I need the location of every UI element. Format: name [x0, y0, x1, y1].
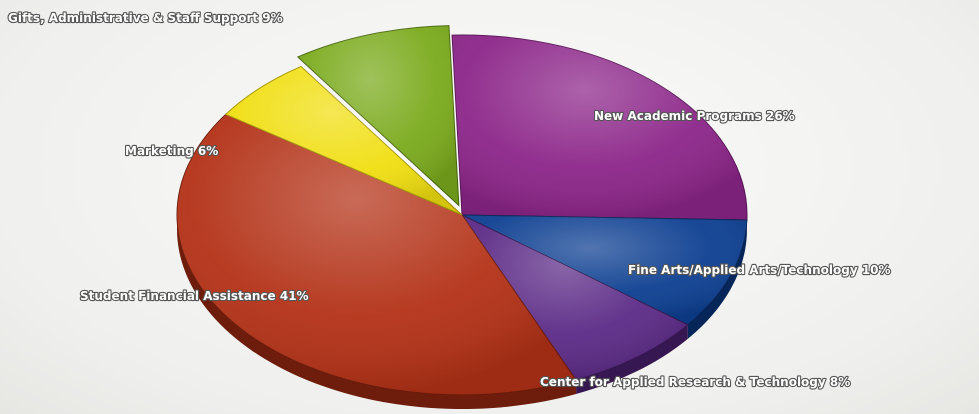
pie-slice-label-1: New Academic Programs 26% — [594, 109, 795, 123]
pie-slice-shine-5 — [225, 66, 462, 215]
pie-slice-label-5: Marketing 6% — [125, 144, 218, 158]
pie-slice-side-3 — [576, 324, 688, 394]
pie-slice-label-3: Center for Applied Research & Technology… — [540, 375, 850, 389]
pie-slice-label-2: Fine Arts/Applied Arts/Technology 10% — [628, 263, 891, 277]
pie-slice-shine-3 — [462, 215, 688, 380]
pie-slices-layer — [176, 25, 748, 396]
pie-slice-label-6: Gifts, Administrative & Staff Support 9% — [8, 11, 283, 25]
pie-slice-side-2 — [687, 220, 747, 339]
pie-slice-shine-1 — [452, 35, 747, 221]
pie-slice-label-4: Student Financial Assistance 41% — [80, 289, 309, 303]
pie-slice-shine-2 — [462, 215, 747, 325]
pie-slice-shine-4 — [177, 114, 577, 395]
pie-slice-shine-6 — [297, 25, 459, 206]
pie-slice-side-4 — [176, 215, 577, 410]
pie-labels-layer: New Academic Programs 26% Fine Arts/Appli… — [7, 10, 892, 390]
